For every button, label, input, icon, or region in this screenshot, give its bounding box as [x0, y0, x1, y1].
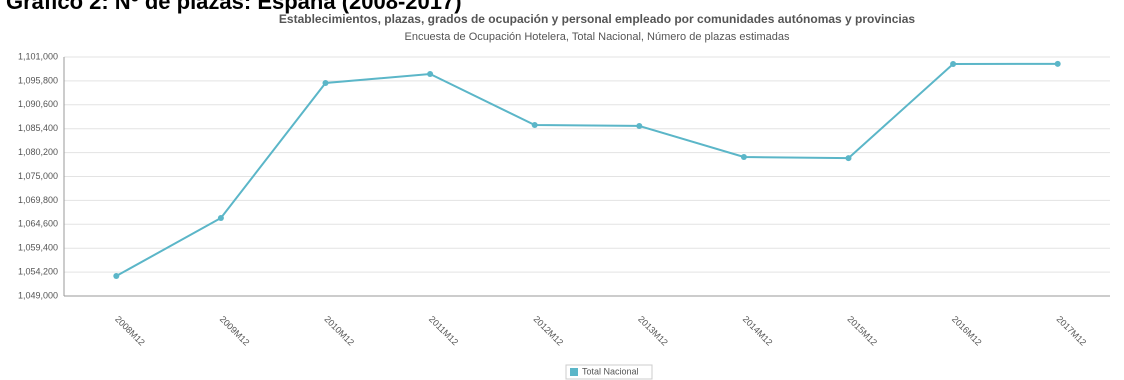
legend-swatch — [570, 368, 578, 376]
x-tick-label: 2011M12 — [427, 314, 460, 347]
x-tick-label: 2008M12 — [113, 314, 147, 348]
chart-subtitle: Encuesta de Ocupación Hotelera, Total Na… — [404, 31, 790, 43]
data-line — [115, 62, 1058, 277]
x-tick-label: 2013M12 — [636, 314, 670, 348]
x-tick-label: 2014M12 — [741, 314, 775, 348]
data-point — [1054, 60, 1061, 67]
legend-frame — [565, 364, 653, 380]
y-tick-label: 1,095,800 — [18, 75, 58, 85]
y-tick-label: 1,101,000 — [18, 51, 58, 61]
chart-title: Establecimientos, plazas, grados de ocup… — [279, 12, 915, 26]
y-tick-label: 1,075,000 — [18, 171, 58, 181]
x-tick-label: 2017M12 — [1055, 314, 1089, 348]
x-tick-label: 2015M12 — [845, 314, 879, 348]
x-tick-label: 2016M12 — [950, 314, 984, 348]
x-tick-label: 2010M12 — [322, 314, 356, 348]
data-point — [531, 122, 538, 129]
y-tick-label: 1,064,600 — [18, 219, 58, 229]
y-tick-label: 1,054,200 — [18, 266, 58, 276]
y-tick-label: 1,059,400 — [18, 243, 58, 253]
page-heading: Gráfico 2: Nº de plazas: España (2008-20… — [6, 0, 462, 14]
x-tick-label: 2009M12 — [218, 314, 252, 348]
data-point — [845, 155, 852, 162]
x-tick-label: 2012M12 — [532, 314, 566, 348]
data-point — [113, 273, 120, 280]
data-point — [322, 79, 329, 86]
data-point — [636, 122, 643, 129]
y-tick-label: 1,085,400 — [18, 123, 58, 133]
data-point — [427, 71, 434, 78]
data-point — [740, 154, 747, 161]
y-tick-label: 1,090,600 — [18, 99, 58, 109]
y-tick-label: 1,049,000 — [18, 290, 58, 300]
data-point — [217, 215, 224, 222]
y-tick-label: 1,069,800 — [18, 195, 58, 205]
y-tick-label: 1,080,200 — [18, 147, 58, 157]
legend-label: Total Nacional — [582, 366, 639, 376]
data-point — [950, 60, 957, 67]
